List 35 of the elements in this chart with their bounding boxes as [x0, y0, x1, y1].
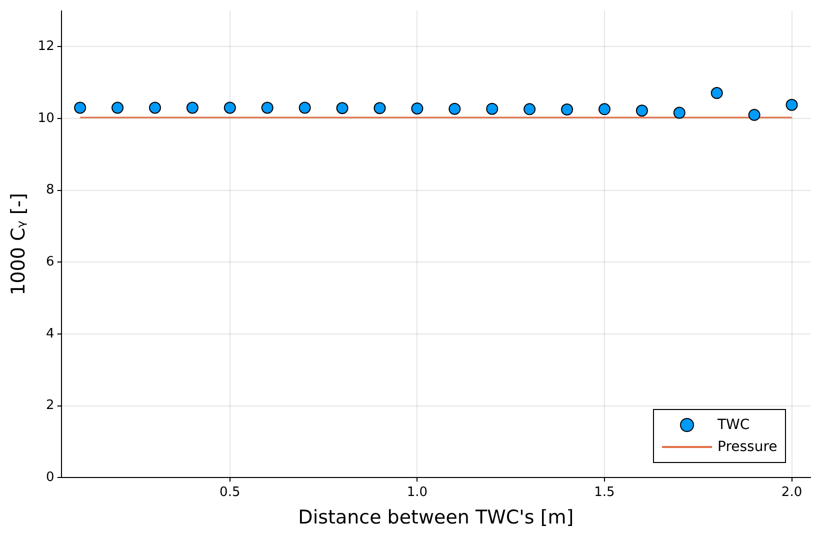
x-axis-title: Distance between TWC's [m] — [298, 506, 574, 529]
y-tick-label: 2 — [46, 398, 54, 414]
y-axis-title: 1000 Cᵧ [-] — [7, 192, 30, 296]
y-tick-label: 4 — [46, 326, 54, 342]
x-tick-label: 0.5 — [220, 484, 240, 500]
legend-label: TWC — [718, 416, 750, 433]
point — [748, 108, 760, 121]
point — [486, 102, 498, 115]
legend-label: Pressure — [718, 438, 778, 455]
point — [786, 98, 798, 111]
point — [186, 102, 198, 114]
x-tick-label: 2.0 — [781, 484, 802, 500]
point — [448, 102, 461, 115]
y-tick-label: 8 — [46, 182, 54, 198]
point — [636, 104, 648, 117]
point — [261, 102, 274, 114]
point — [148, 102, 161, 114]
point — [561, 104, 574, 116]
x-tick-label: 1.0 — [406, 484, 428, 500]
point — [710, 87, 723, 100]
point — [336, 102, 348, 114]
y-tick-label: 0 — [46, 470, 54, 485]
point — [524, 103, 536, 116]
point — [411, 102, 424, 114]
point — [224, 102, 236, 114]
x-tick-label: 1.5 — [594, 484, 615, 500]
point — [298, 102, 311, 114]
point — [673, 106, 686, 119]
y-tick-label: 6 — [46, 254, 54, 270]
point — [74, 102, 86, 114]
y-tick-label: 10 — [38, 110, 54, 126]
point — [598, 103, 610, 116]
y-tick-label: 12 — [38, 39, 54, 54]
point — [374, 102, 386, 114]
point — [112, 102, 124, 114]
